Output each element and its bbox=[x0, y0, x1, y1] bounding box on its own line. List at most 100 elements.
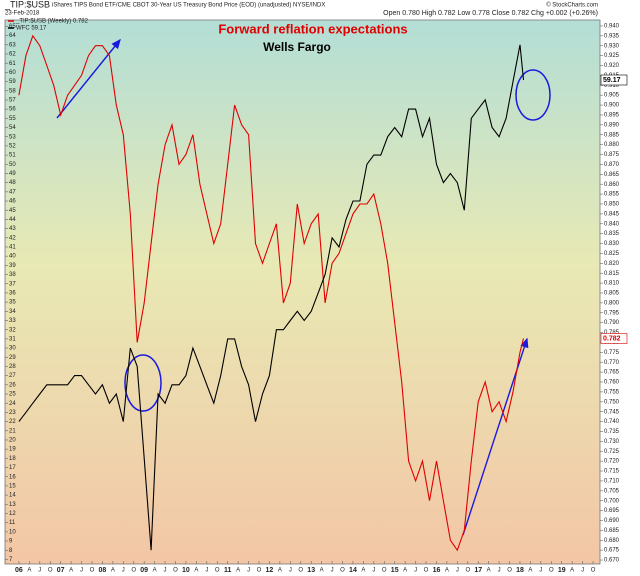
y-tick-label: 51 bbox=[9, 153, 16, 159]
y2-tick-label: 0.850 bbox=[604, 202, 620, 208]
x-tick-label: A bbox=[570, 568, 574, 574]
y2-tick-label: 0.905 bbox=[604, 93, 620, 99]
x-tick-label: J bbox=[539, 568, 542, 574]
y-tick-label: 44 bbox=[9, 217, 16, 223]
y-tick-label: 17 bbox=[9, 465, 16, 471]
x-tick-label: O bbox=[465, 568, 470, 574]
x-tick-label: A bbox=[361, 568, 365, 574]
y-tick-label: 14 bbox=[9, 493, 16, 499]
last-value-tag bbox=[600, 74, 628, 86]
y-tick-label: 8 bbox=[9, 548, 13, 554]
y-tick-label: 15 bbox=[9, 483, 16, 489]
y2-tick-label: 0.845 bbox=[604, 211, 620, 217]
y2-tick-label: 0.820 bbox=[604, 261, 620, 267]
y-tick-label: 23 bbox=[9, 410, 16, 416]
y2-tick-label: 0.835 bbox=[604, 231, 620, 237]
y-tick-label: 57 bbox=[9, 98, 16, 104]
y-tick-label: 20 bbox=[9, 438, 16, 444]
y2-tick-label: 0.900 bbox=[604, 103, 620, 109]
y-tick-label: 40 bbox=[9, 254, 16, 260]
y2-tick-label: 0.830 bbox=[604, 241, 620, 247]
y2-tick-label: 0.920 bbox=[604, 63, 620, 69]
y2-tick-label: 0.940 bbox=[604, 24, 620, 30]
x-tick-label: 11 bbox=[224, 567, 232, 574]
y-tick-label: 27 bbox=[9, 373, 16, 379]
y2-tick-label: 0.865 bbox=[604, 172, 620, 178]
x-tick-label: J bbox=[80, 568, 83, 574]
x-tick-label: O bbox=[591, 568, 596, 574]
symbol: _TIP:$USB bbox=[4, 0, 50, 9]
y-tick-label: 61 bbox=[9, 61, 16, 67]
x-tick-label: A bbox=[27, 568, 31, 574]
y-tick-label: 42 bbox=[9, 235, 16, 241]
x-tick-label: 13 bbox=[307, 567, 315, 574]
quote: Open 0.780 High 0.782 Low 0.778 Close 0.… bbox=[383, 10, 598, 17]
legend-label: _TIP:$USB (Weekly) 0.782 bbox=[15, 19, 89, 25]
x-tick-label: O bbox=[298, 568, 303, 574]
x-tick-label: O bbox=[507, 568, 512, 574]
y-tick-label: 26 bbox=[9, 382, 16, 388]
y2-tick-label: 0.755 bbox=[604, 389, 620, 395]
y-tick-label: 19 bbox=[9, 447, 16, 453]
y2-tick-label: 0.740 bbox=[604, 419, 620, 425]
y2-tick-label: 0.715 bbox=[604, 469, 620, 475]
y2-tick-label: 0.855 bbox=[604, 192, 620, 198]
y2-tick-label: 0.860 bbox=[604, 182, 620, 188]
y-tick-label: 64 bbox=[9, 33, 16, 39]
y2-tick-label: 0.690 bbox=[604, 518, 620, 524]
y2-tick-label: 0.805 bbox=[604, 291, 620, 297]
y-tick-label: 24 bbox=[9, 401, 16, 407]
x-tick-label: O bbox=[340, 568, 345, 574]
y-tick-label: 45 bbox=[9, 208, 16, 214]
last-value-tag bbox=[600, 333, 628, 344]
y2-tick-label: 0.735 bbox=[604, 429, 620, 435]
y-tick-label: 54 bbox=[9, 125, 16, 131]
x-tick-label: O bbox=[257, 568, 262, 574]
y2-tick-label: 0.675 bbox=[604, 548, 620, 554]
y-tick-label: 56 bbox=[9, 107, 16, 113]
y-tick-label: 16 bbox=[9, 474, 16, 480]
chart-subtitle: Wells Fargo bbox=[263, 40, 331, 54]
x-tick-label: J bbox=[164, 568, 167, 574]
y2-tick-label: 0.840 bbox=[604, 221, 620, 227]
series-line bbox=[18, 44, 525, 551]
x-tick-label: 19 bbox=[558, 567, 566, 574]
x-tick-label: J bbox=[414, 568, 417, 574]
x-tick-label: J bbox=[498, 568, 501, 574]
y-tick-label: 60 bbox=[9, 70, 16, 76]
y2-tick-label: 0.890 bbox=[604, 122, 620, 128]
x-tick-label: O bbox=[215, 568, 220, 574]
y2-tick-label: 0.695 bbox=[604, 508, 620, 514]
x-tick-label: O bbox=[173, 568, 178, 574]
y2-tick-label: 0.770 bbox=[604, 360, 620, 366]
y2-tick-label: 0.785 bbox=[604, 330, 620, 336]
y-tick-label: 31 bbox=[9, 336, 16, 342]
y2-tick-label: 0.885 bbox=[604, 132, 620, 138]
legend-label: WFC 59.17 bbox=[16, 26, 47, 32]
y2-tick-label: 0.810 bbox=[604, 281, 620, 287]
y2-tick-label: 0.875 bbox=[604, 152, 620, 158]
y-tick-label: 11 bbox=[9, 520, 16, 526]
x-tick-label: A bbox=[111, 568, 115, 574]
x-tick-label: O bbox=[424, 568, 429, 574]
y-tick-label: 13 bbox=[9, 502, 16, 508]
x-tick-label: A bbox=[403, 568, 407, 574]
x-tick-label: O bbox=[549, 568, 554, 574]
y-tick-label: 55 bbox=[9, 116, 16, 122]
y2-tick-label: 0.720 bbox=[604, 459, 620, 465]
y2-tick-label: 0.775 bbox=[604, 350, 620, 356]
y2-tick-label: 0.680 bbox=[604, 538, 620, 544]
y-tick-label: 28 bbox=[9, 364, 16, 370]
y2-tick-label: 0.725 bbox=[604, 449, 620, 455]
y-tick-label: 38 bbox=[9, 272, 16, 278]
x-tick-label: J bbox=[247, 568, 250, 574]
credit: © StockCharts.com bbox=[546, 2, 598, 9]
x-tick-label: 18 bbox=[516, 567, 524, 574]
y-tick-label: 30 bbox=[9, 346, 16, 352]
x-tick-label: 06 bbox=[15, 567, 23, 574]
x-tick-label: J bbox=[331, 568, 334, 574]
x-tick-label: O bbox=[90, 568, 95, 574]
y2-tick-label: 0.750 bbox=[604, 399, 620, 405]
y2-tick-label: 0.685 bbox=[604, 528, 620, 534]
